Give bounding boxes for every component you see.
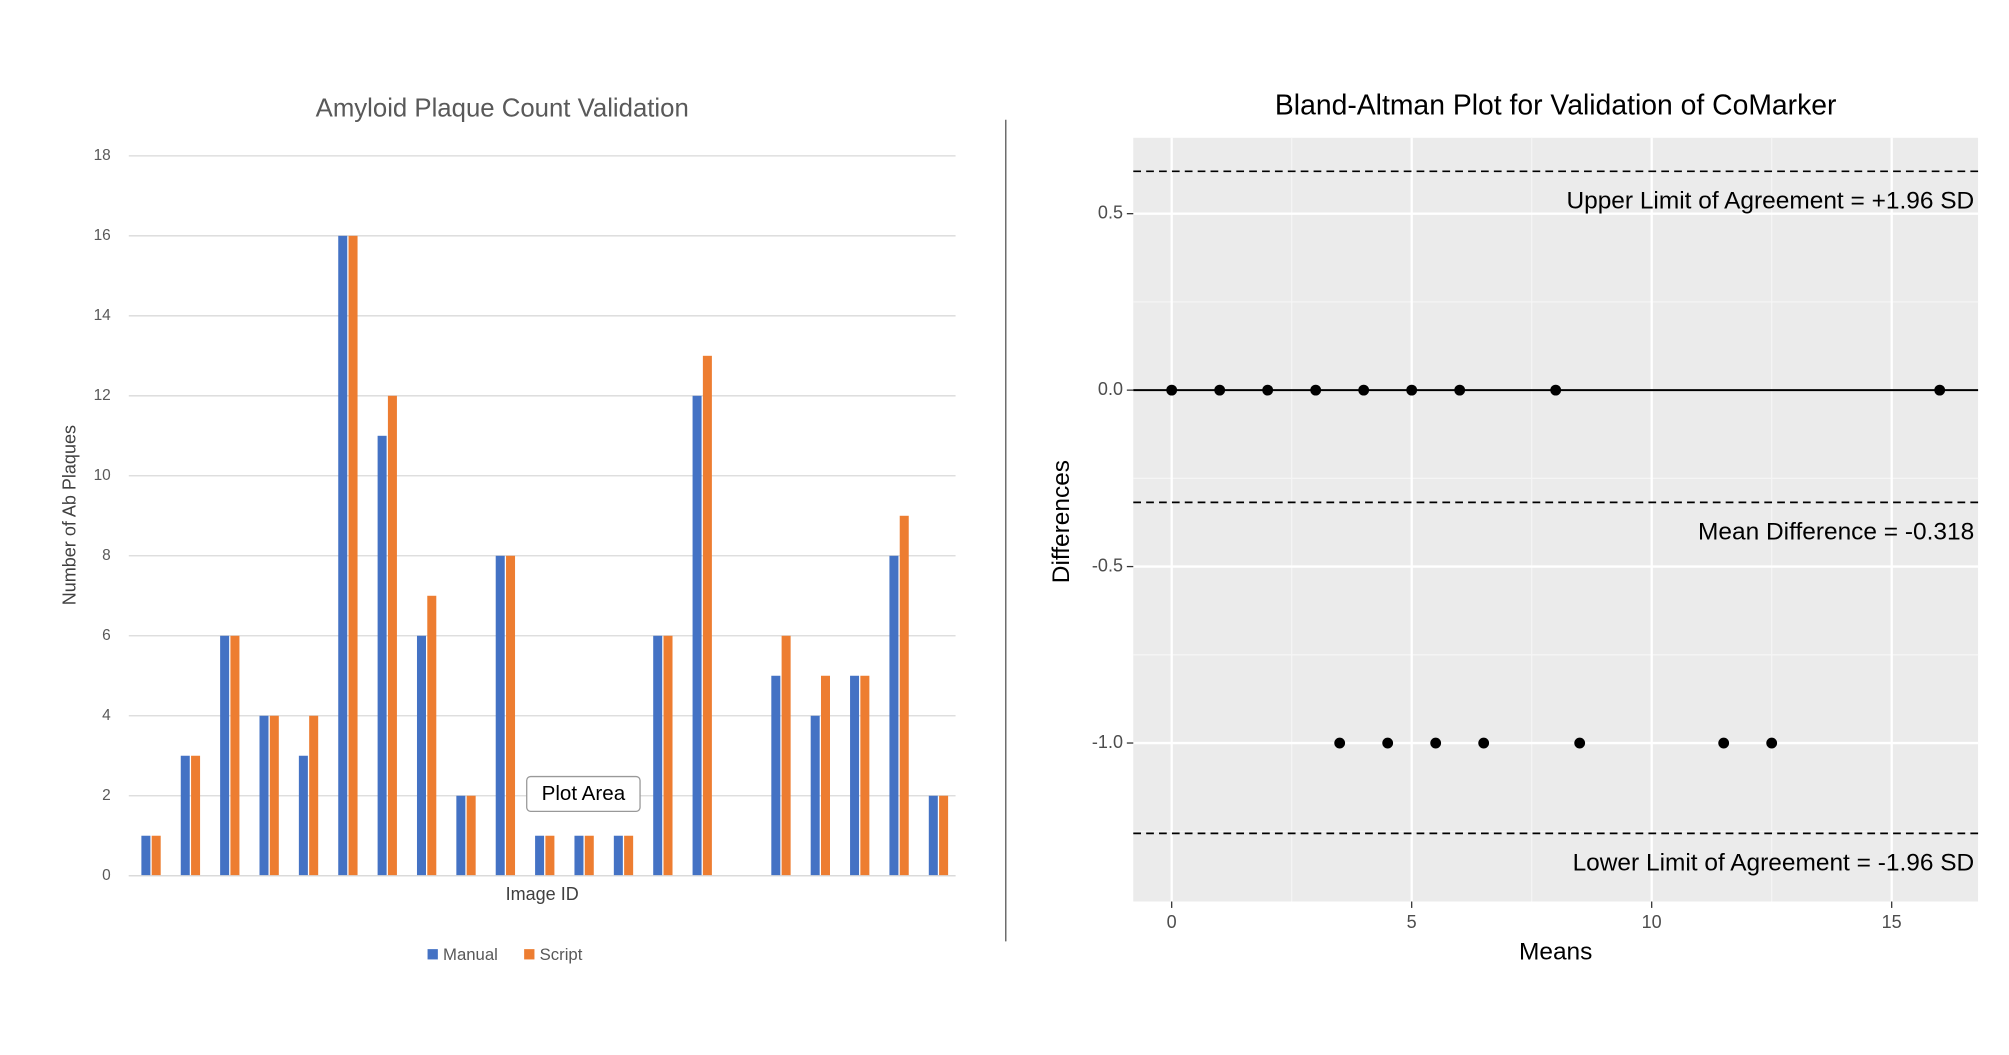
reference-label: Upper Limit of Agreement = +1.96 SD (1566, 188, 1974, 215)
bar (860, 675, 870, 876)
bar (377, 435, 387, 876)
x-axis-label: Means (1519, 938, 1592, 965)
bar (466, 795, 476, 876)
tooltip-box (526, 775, 641, 812)
bar (928, 795, 938, 876)
bar (269, 715, 279, 876)
tooltip-text: Plot Area (542, 782, 626, 805)
point (1406, 384, 1418, 396)
legend-swatch (427, 949, 438, 960)
legend-label: Script (540, 945, 583, 964)
bar (850, 675, 860, 876)
bar (141, 835, 151, 876)
bar (456, 795, 466, 876)
point (1310, 384, 1322, 396)
bar (151, 835, 161, 876)
bar (663, 635, 673, 876)
bar (220, 635, 230, 876)
legend-label: Manual (443, 945, 498, 964)
y-tick-label: 12 (94, 387, 111, 404)
point (1478, 737, 1490, 749)
point (1550, 384, 1562, 396)
y-tick-label: 0 (102, 867, 111, 884)
bar (535, 835, 545, 876)
bar (298, 755, 308, 876)
point (1262, 384, 1274, 396)
bar (427, 595, 437, 876)
y-tick-label: 14 (94, 307, 112, 324)
bar (416, 635, 426, 876)
point (1454, 384, 1466, 396)
bar (613, 835, 623, 876)
bar (259, 715, 269, 876)
x-axis-label: Image ID (506, 884, 579, 904)
y-tick-label: 0.5 (1098, 202, 1123, 222)
bar (584, 835, 594, 876)
bar (702, 355, 712, 876)
bar (506, 555, 516, 876)
bar (387, 395, 397, 876)
y-tick-label: 16 (94, 227, 111, 244)
point (1766, 737, 1778, 749)
point (1718, 737, 1730, 749)
x-tick-label: 0 (1167, 912, 1177, 932)
point (1574, 737, 1586, 749)
point (1430, 737, 1442, 749)
bar (653, 635, 663, 876)
bar (191, 755, 201, 876)
bar (771, 675, 781, 876)
y-tick-label: 4 (102, 707, 111, 724)
bar (338, 235, 348, 876)
point (1166, 384, 1178, 396)
point (1358, 384, 1370, 396)
bar (781, 635, 791, 876)
y-tick-label: -1.0 (1092, 732, 1123, 752)
x-tick-label: 10 (1642, 912, 1662, 932)
point (1934, 384, 1946, 396)
bar (899, 515, 909, 876)
y-tick-label: 0.0 (1098, 379, 1123, 399)
chart-title: Amyloid Plaque Count Validation (316, 94, 689, 122)
y-tick-label: 6 (102, 627, 111, 644)
bar (820, 675, 831, 876)
point (1214, 384, 1226, 396)
reference-label: Mean Difference = -0.318 (1698, 519, 1974, 546)
y-axis-label: Number of Ab Plaques (60, 425, 80, 605)
y-tick-label: 8 (102, 547, 111, 564)
legend-swatch (524, 949, 535, 960)
x-tick-label: 5 (1407, 912, 1417, 932)
y-tick-label: 2 (102, 787, 111, 804)
bar (348, 235, 358, 876)
y-axis-label: Differences (1048, 460, 1075, 583)
bar (309, 715, 319, 876)
y-tick-label: 10 (94, 467, 111, 484)
bar (889, 555, 899, 876)
bar (939, 795, 949, 876)
bar (545, 835, 555, 876)
bar (692, 395, 702, 876)
plot-panel (1133, 137, 1979, 902)
y-tick-label: -0.5 (1092, 555, 1123, 575)
bar (495, 555, 505, 876)
y-tick-label: 18 (94, 147, 111, 164)
x-tick-label: 15 (1882, 912, 1902, 932)
chart-title: Bland-Altman Plot for Validation of CoMa… (1275, 89, 1837, 121)
bar (624, 835, 634, 876)
bar (574, 835, 584, 876)
point (1334, 737, 1346, 749)
bar (810, 715, 820, 876)
reference-label: Lower Limit of Agreement = -1.96 SD (1573, 850, 1975, 877)
point (1382, 737, 1394, 749)
bar (180, 755, 190, 876)
bar (230, 635, 240, 876)
